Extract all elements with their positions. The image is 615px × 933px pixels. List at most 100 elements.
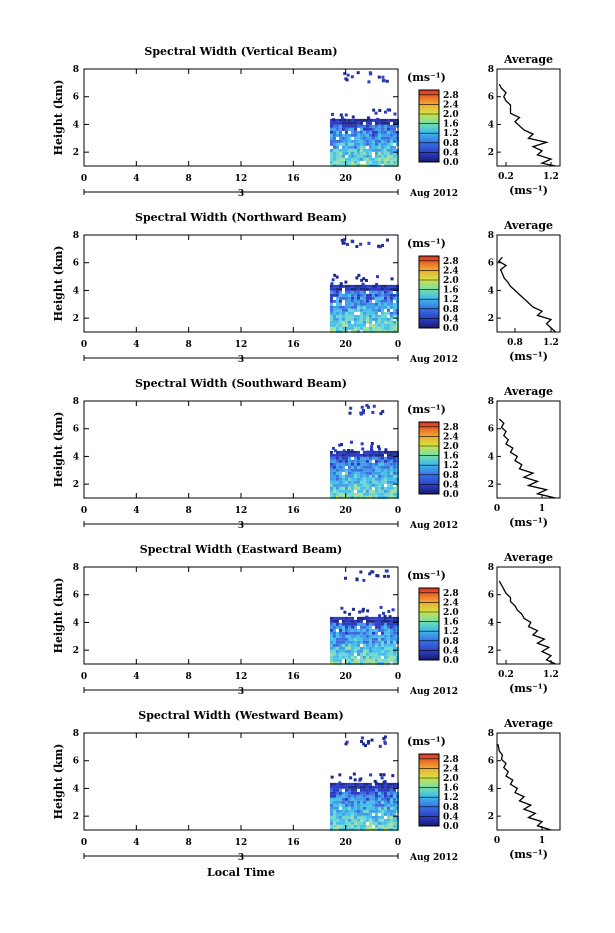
heatmap-cell [395, 151, 399, 155]
heatmap-cell [344, 118, 348, 122]
heatmap-cell [395, 320, 399, 324]
heatmap-cell [377, 462, 381, 466]
heatmap-cell [350, 148, 354, 152]
heatmap-cell [338, 658, 342, 662]
heatmap-cell [368, 785, 372, 789]
heatmap-cell [329, 136, 333, 140]
heatmap-cell [359, 148, 363, 152]
x-axis-label: Local Time [207, 866, 275, 879]
heatmap-cell [374, 314, 378, 318]
heatmap-cell [383, 806, 387, 810]
heatmap-cell [341, 492, 345, 496]
heatmap-cell [383, 465, 387, 469]
heatmap-cell [332, 142, 336, 146]
heatmap-cell [362, 157, 366, 161]
heatmap-cell [353, 133, 357, 137]
heatmap-cell [353, 323, 357, 327]
heatmap-cell [329, 462, 333, 466]
heatmap-cell [356, 314, 360, 318]
heatmap-cell [377, 124, 381, 128]
heatmap-cell [356, 821, 360, 825]
heatmap-cell [363, 744, 367, 748]
colorbar-tick-label: 1.6 [443, 120, 459, 130]
heatmap-cell [359, 628, 363, 632]
heatmap-cell [389, 284, 393, 288]
heatmap-cell [344, 646, 348, 650]
heatmap-cell [341, 308, 345, 312]
heatmap-cell [386, 124, 390, 128]
heatmap-cell [338, 622, 342, 626]
heatmap-cell [392, 628, 396, 632]
heatmap-cell [362, 800, 366, 804]
heatmap-cell [392, 492, 396, 496]
heatmap-cell [374, 453, 378, 457]
heatmap-cell [350, 622, 354, 626]
heatmap-cell [356, 643, 360, 647]
heatmap-cell [371, 317, 375, 321]
heatmap-cell [344, 311, 348, 315]
heatmap-cell [389, 806, 393, 810]
heatmap-cell [377, 75, 381, 79]
heatmap-cell [389, 643, 393, 647]
heatmap-cell [377, 296, 381, 300]
heatmap-cell [329, 821, 333, 825]
heatmap-cell [350, 468, 354, 472]
heatmap-cell [395, 649, 399, 653]
heatmap-cell [347, 628, 351, 632]
colorbar-tick-label: 2.8 [443, 91, 459, 101]
heatmap-cell [359, 151, 363, 155]
heatmap-cell [359, 323, 363, 327]
heatmap-cell [350, 239, 354, 243]
heatmap-cell [341, 148, 345, 152]
heatmap-cell [353, 637, 357, 641]
heatmap-cell [332, 797, 336, 801]
heatmap-cell [335, 293, 339, 297]
heatmap-cell [332, 121, 336, 125]
heatmap-cell [356, 299, 360, 303]
heatmap-cell [386, 151, 390, 155]
heatmap-cell [332, 652, 336, 656]
heatmap-cell [332, 495, 336, 499]
heatmap-cell [365, 154, 369, 158]
heatmap-cell [347, 646, 351, 650]
heatmap-cell [375, 282, 379, 286]
average-y-tick-label: 8 [488, 231, 494, 241]
heatmap-cell [377, 622, 381, 626]
heatmap-cell [380, 803, 384, 807]
heatmap-cell [347, 317, 351, 321]
heatmap-cell [368, 791, 372, 795]
heatmap-cell [362, 163, 366, 167]
heatmap-cell [374, 812, 378, 816]
heatmap-cell [383, 486, 387, 490]
heatmap-cell [333, 273, 337, 277]
heatmap-cell [344, 821, 348, 825]
heatmap-cell [368, 127, 372, 131]
heatmap-cell [377, 474, 381, 478]
heatmap-cell [391, 608, 395, 612]
heatmap-cell [389, 649, 393, 653]
heatmap-cell [353, 794, 357, 798]
heatmap-cell [389, 492, 393, 496]
heatmap-cell [377, 326, 381, 330]
heatmap-cell [329, 320, 333, 324]
heatmap-cell [374, 296, 378, 300]
heatmap-cell [338, 296, 342, 300]
colorbar-tick-label: 2.4 [443, 100, 459, 110]
heatmap-cell [365, 284, 369, 288]
heatmap-cell [356, 308, 360, 312]
heatmap-cell [371, 284, 375, 288]
heatmap-cell [362, 827, 366, 831]
heatmap-cell [389, 489, 393, 493]
heatmap-cell [356, 456, 360, 460]
heatmap-cell [335, 130, 339, 134]
x-tick-label: 0 [395, 672, 401, 682]
heatmap-cell [380, 317, 384, 321]
heatmap-cell [344, 293, 348, 297]
heatmap-cell [386, 326, 390, 330]
heatmap-cell [373, 779, 377, 783]
heatmap-cell [344, 299, 348, 303]
date-label: 3 [238, 521, 244, 531]
heatmap-cell [344, 320, 348, 324]
heatmap-cell [362, 658, 366, 662]
heatmap-cell [395, 483, 399, 487]
